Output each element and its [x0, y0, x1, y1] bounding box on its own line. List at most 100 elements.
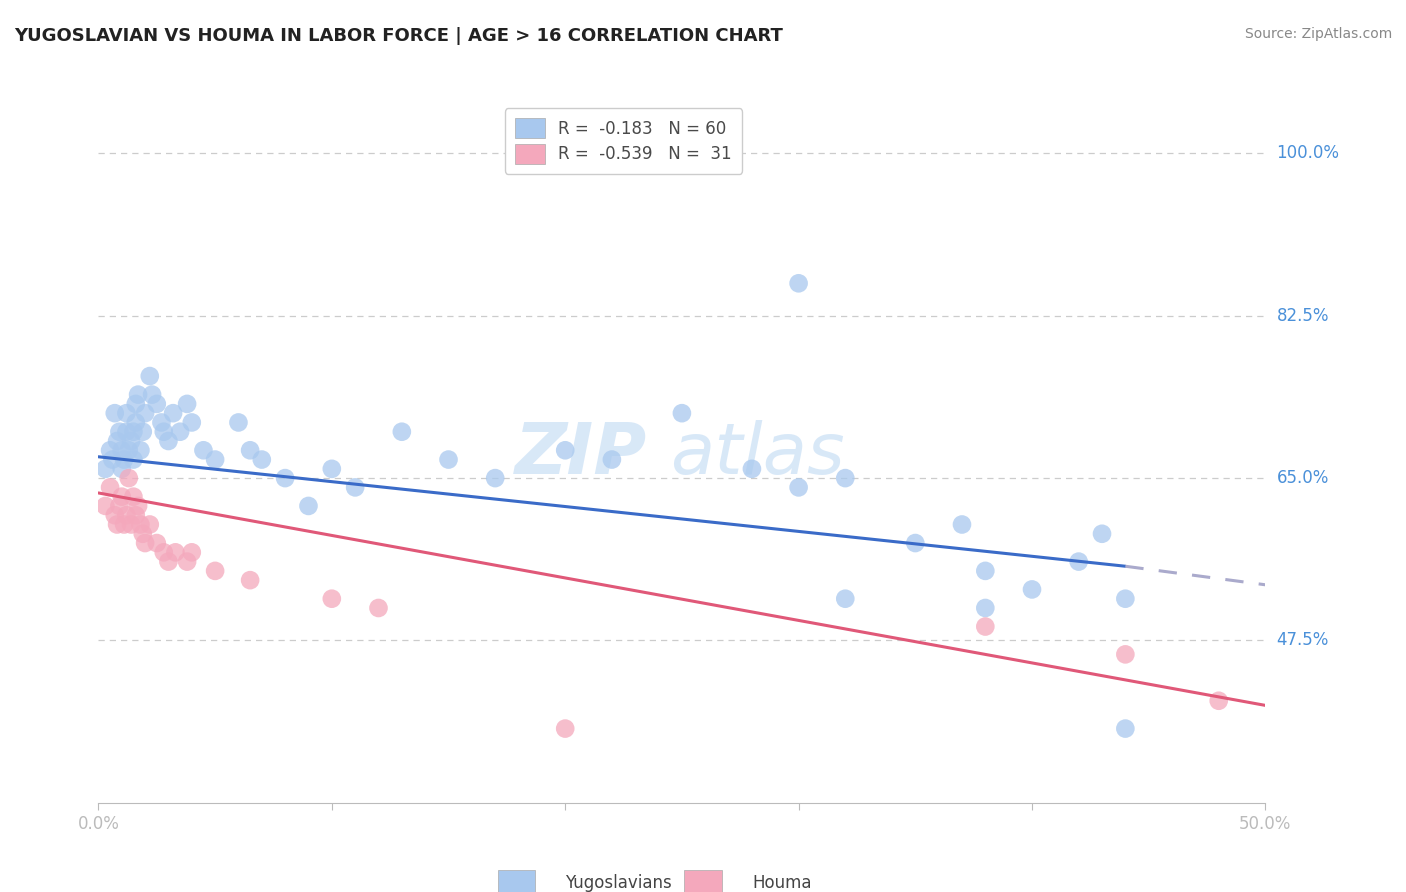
- Point: [118, 443, 141, 458]
- Point: [112, 452, 135, 467]
- Point: [146, 397, 169, 411]
- Point: [834, 591, 856, 606]
- Point: [134, 536, 156, 550]
- Text: Houma: Houma: [752, 874, 811, 892]
- Point: [554, 722, 576, 736]
- Point: [104, 508, 127, 523]
- Point: [152, 425, 174, 439]
- Point: [112, 517, 135, 532]
- Point: [122, 425, 145, 439]
- Point: [1114, 648, 1136, 662]
- Point: [787, 277, 810, 291]
- Legend: R =  -0.183   N = 60, R =  -0.539   N =  31: R = -0.183 N = 60, R = -0.539 N = 31: [505, 109, 742, 174]
- Point: [98, 480, 121, 494]
- Point: [105, 517, 128, 532]
- Point: [132, 526, 155, 541]
- Point: [122, 452, 145, 467]
- Point: [437, 452, 460, 467]
- Point: [787, 480, 810, 494]
- Point: [193, 443, 215, 458]
- Point: [127, 499, 149, 513]
- Bar: [498, 871, 534, 892]
- Point: [169, 425, 191, 439]
- Point: [132, 425, 155, 439]
- Point: [115, 406, 138, 420]
- Point: [321, 591, 343, 606]
- Point: [1021, 582, 1043, 597]
- Point: [111, 490, 134, 504]
- Point: [139, 517, 162, 532]
- Point: [139, 369, 162, 384]
- Text: Source: ZipAtlas.com: Source: ZipAtlas.com: [1244, 27, 1392, 41]
- Point: [204, 452, 226, 467]
- Point: [180, 416, 202, 430]
- Point: [118, 471, 141, 485]
- Point: [344, 480, 367, 494]
- Point: [671, 406, 693, 420]
- Point: [111, 443, 134, 458]
- Point: [950, 517, 973, 532]
- Point: [1067, 555, 1090, 569]
- Point: [974, 601, 997, 615]
- Point: [228, 416, 250, 430]
- Point: [129, 443, 152, 458]
- Point: [1091, 526, 1114, 541]
- Point: [1114, 591, 1136, 606]
- Point: [98, 443, 121, 458]
- Point: [141, 387, 163, 401]
- Point: [127, 387, 149, 401]
- Text: YUGOSLAVIAN VS HOUMA IN LABOR FORCE | AGE > 16 CORRELATION CHART: YUGOSLAVIAN VS HOUMA IN LABOR FORCE | AG…: [14, 27, 783, 45]
- Point: [367, 601, 389, 615]
- Point: [129, 517, 152, 532]
- Point: [162, 406, 184, 420]
- Point: [111, 462, 134, 476]
- Point: [122, 490, 145, 504]
- Point: [274, 471, 297, 485]
- Point: [176, 555, 198, 569]
- Point: [250, 452, 273, 467]
- Point: [150, 416, 173, 430]
- Point: [484, 471, 506, 485]
- Point: [297, 499, 319, 513]
- Point: [104, 406, 127, 420]
- Point: [105, 434, 128, 448]
- Point: [391, 425, 413, 439]
- Point: [239, 443, 262, 458]
- Point: [1114, 722, 1136, 736]
- Text: ZIP: ZIP: [515, 420, 647, 490]
- Point: [120, 434, 142, 448]
- Point: [134, 406, 156, 420]
- Point: [115, 425, 138, 439]
- Point: [904, 536, 927, 550]
- Point: [974, 619, 997, 633]
- Point: [120, 517, 142, 532]
- Point: [1208, 694, 1230, 708]
- Text: 47.5%: 47.5%: [1277, 632, 1329, 649]
- Text: 82.5%: 82.5%: [1277, 307, 1329, 325]
- Point: [152, 545, 174, 559]
- Point: [165, 545, 187, 559]
- Point: [94, 499, 117, 513]
- Text: 100.0%: 100.0%: [1277, 145, 1340, 162]
- Point: [125, 508, 148, 523]
- Point: [600, 452, 623, 467]
- Point: [176, 397, 198, 411]
- Text: 65.0%: 65.0%: [1277, 469, 1329, 487]
- Text: Yugoslavians: Yugoslavians: [565, 874, 672, 892]
- Point: [834, 471, 856, 485]
- Point: [108, 425, 131, 439]
- Text: atlas: atlas: [671, 420, 845, 490]
- Point: [321, 462, 343, 476]
- Point: [125, 416, 148, 430]
- Point: [974, 564, 997, 578]
- Point: [101, 452, 124, 467]
- Point: [157, 555, 180, 569]
- Point: [180, 545, 202, 559]
- Point: [741, 462, 763, 476]
- Point: [239, 573, 262, 587]
- Bar: [685, 871, 721, 892]
- Point: [146, 536, 169, 550]
- Point: [157, 434, 180, 448]
- Point: [94, 462, 117, 476]
- Point: [125, 397, 148, 411]
